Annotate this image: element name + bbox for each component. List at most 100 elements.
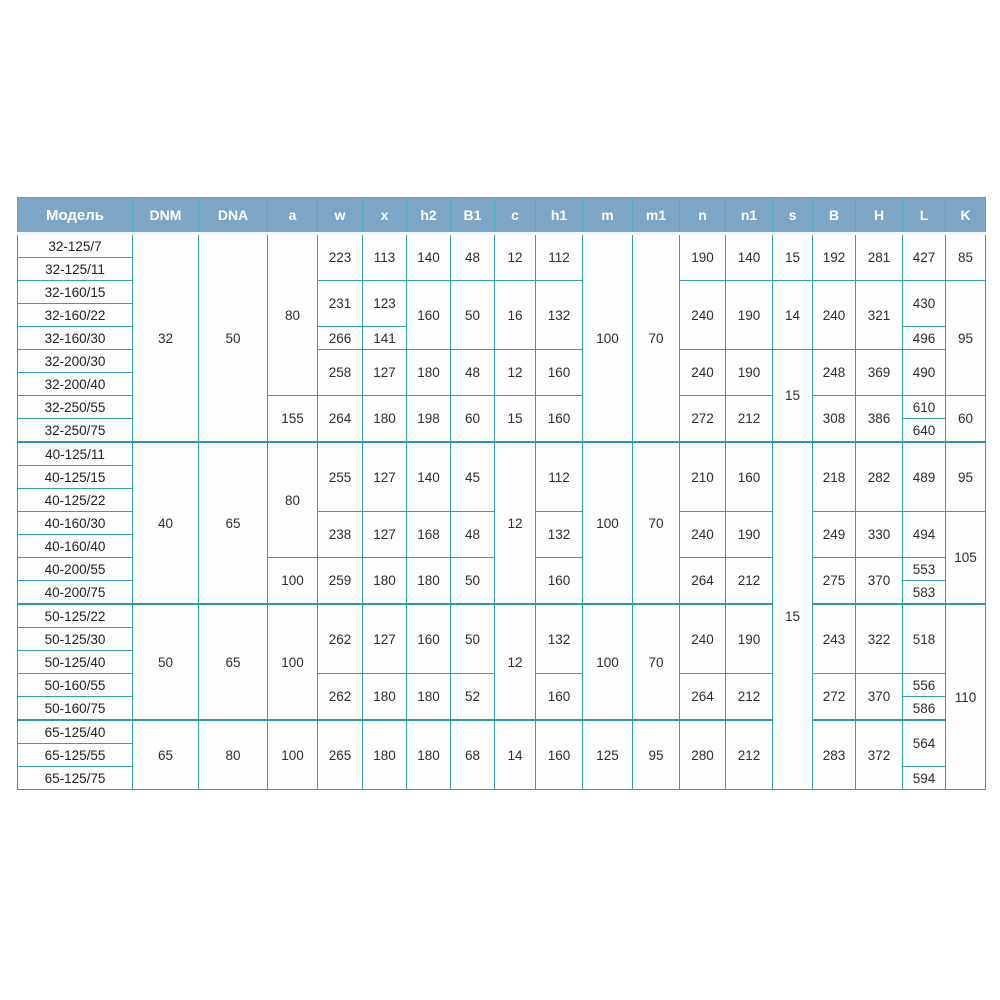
table-cell: 180: [406, 673, 451, 721]
table-cell: 231: [317, 280, 363, 327]
table-cell: 259: [317, 557, 363, 605]
table-cell: 494: [902, 511, 946, 558]
table-cell: 249: [812, 511, 856, 558]
table-row: 32-250/55 155 264 180 198 60 15 160 272 212 308 386…: [17, 395, 986, 443]
table-cell: 48: [450, 233, 495, 281]
header-cell-B: B: [812, 197, 856, 235]
model-cell: 65-125/75: [17, 766, 133, 790]
table-cell: 14: [494, 719, 536, 790]
table-cell: 583: [902, 580, 946, 605]
table-cell: 180: [362, 395, 407, 443]
table-cell: 80: [198, 719, 268, 790]
table-cell: 386: [855, 395, 903, 443]
table-cell: 80: [267, 441, 318, 558]
table-cell: 489: [902, 441, 946, 512]
table-cell: 68: [450, 719, 495, 790]
table-cell: 160: [406, 603, 451, 674]
header-cell-h2: h2: [406, 197, 451, 235]
table-cell: 248: [812, 349, 856, 396]
table-cell: 32: [132, 233, 199, 443]
header-cell-model: Модель: [17, 197, 133, 235]
table-cell: 112: [535, 233, 583, 281]
model-cell: 32-160/30: [17, 326, 133, 350]
table-cell: 240: [679, 349, 726, 396]
table-cell: 264: [679, 673, 726, 721]
table-cell: 100: [267, 557, 318, 605]
table-cell: 262: [317, 673, 363, 721]
table-row: 32-250/75 640: [17, 418, 986, 443]
table-cell: 240: [679, 280, 726, 350]
table-cell: 372: [855, 719, 903, 790]
table-cell: 369: [855, 349, 903, 396]
table-cell: 15: [494, 395, 536, 443]
table-cell: 16: [494, 280, 536, 350]
table-row: 40-160/30 238 127 168 48 132 240 190 249 330 494 10…: [17, 511, 986, 605]
table-cell: 370: [855, 673, 903, 721]
table-cell: 127: [362, 349, 407, 396]
table-cell: 275: [812, 557, 856, 605]
table-cell: 12: [494, 441, 536, 605]
table-cell: 100: [267, 603, 318, 721]
table-cell: 14: [772, 280, 813, 350]
table-cell: 160: [535, 719, 583, 790]
table-cell: 48: [450, 349, 495, 396]
table-row: 40-125/11 40 65 80 255 127 140 45 12 112 100 70 210 1…: [17, 441, 986, 790]
table-cell: 132: [535, 511, 583, 558]
header-cell-m1: m1: [632, 197, 680, 235]
table-cell: 132: [535, 603, 583, 674]
table-cell: 50: [198, 233, 268, 443]
table-cell: 50: [132, 603, 199, 721]
table-cell: 141: [362, 326, 407, 350]
table-cell: 321: [855, 280, 903, 350]
table-cell: 65: [198, 603, 268, 721]
model-cell: 65-125/40: [17, 719, 133, 744]
table-cell: 192: [812, 233, 856, 281]
table-cell: 60: [450, 395, 495, 443]
table-cell: 272: [679, 395, 726, 443]
table-cell: 190: [679, 233, 726, 281]
model-cell: 32-200/40: [17, 372, 133, 396]
table-cell: 190: [725, 280, 773, 350]
model-cell: 32-160/22: [17, 303, 133, 327]
model-cell: 50-125/40: [17, 650, 133, 674]
table-row: 50-160/55 262 180 180 52 160 264 212 272 370 556: [17, 673, 986, 721]
table-cell: 594: [902, 766, 946, 790]
model-cell: 50-125/22: [17, 603, 133, 628]
table-cell: 212: [725, 395, 773, 443]
table-cell: 496: [902, 326, 946, 350]
table-cell: 85: [945, 233, 986, 281]
table-cell: 218: [812, 441, 856, 512]
table-body: 32-125/7 32 50 80 223 113 140 48 12 112 100 70 190 14…: [17, 233, 986, 790]
table-cell: 198: [406, 395, 451, 443]
table-cell: 322: [855, 603, 903, 674]
table-cell: 556: [902, 673, 946, 697]
table-row: 50-125/22 50 65 100 262 127 160 50 12 132 100 70 240…: [17, 603, 986, 790]
header-cell-h1: h1: [535, 197, 583, 235]
table-cell: 283: [812, 719, 856, 790]
table-cell: 40: [132, 441, 199, 605]
model-cell: 32-160/15: [17, 280, 133, 304]
table-cell: 160: [725, 441, 773, 512]
table-cell: 45: [450, 441, 495, 512]
table-cell: 240: [812, 280, 856, 350]
table-cell: 553: [902, 557, 946, 581]
table-cell: 160: [535, 349, 583, 396]
table-cell: 140: [725, 233, 773, 281]
table-cell: 70: [632, 441, 680, 605]
header-cell-K: K: [945, 197, 986, 235]
table-cell: 140: [406, 441, 451, 512]
table-cell: 15: [772, 233, 813, 281]
table-cell: 127: [362, 441, 407, 512]
table-row: 65-125/75 594: [17, 766, 986, 790]
table-cell: 127: [362, 511, 407, 558]
table-cell: 180: [406, 557, 451, 605]
table-cell: 15: [772, 349, 813, 443]
table-row: 40-200/55 100 259 180 180 50 160 264 212 275 370 55…: [17, 557, 986, 605]
model-cell: 40-160/30: [17, 511, 133, 535]
table-cell: 240: [679, 603, 726, 674]
table-cell: 281: [855, 233, 903, 281]
model-cell: 65-125/55: [17, 743, 133, 767]
model-cell: 50-160/55: [17, 673, 133, 697]
header-cell-L: L: [902, 197, 946, 235]
table-cell: 110: [945, 603, 986, 790]
